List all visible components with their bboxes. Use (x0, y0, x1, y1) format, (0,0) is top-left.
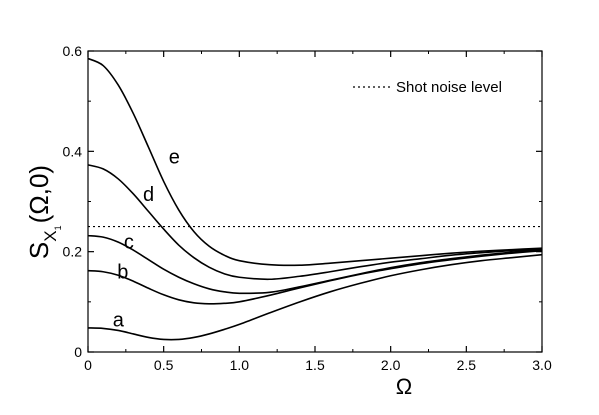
y-axis-title-args: (Ω,0) (24, 165, 54, 223)
legend-text: Shot noise level (396, 79, 502, 96)
series-label-a: a (113, 309, 125, 331)
series-label-b: b (117, 262, 128, 284)
series-labels: a bc de (113, 146, 180, 331)
y-axis-title-subsub: 1 (53, 225, 63, 230)
y-axis-title: SX1 (Ω,0) (24, 165, 63, 259)
x-axis-title: Ω (396, 374, 412, 399)
x-tick-label: 2.5 (457, 357, 477, 373)
svg-text:SX1(Ω,0): SX1 (Ω,0) (24, 165, 63, 259)
series-line-c (87, 234, 543, 295)
x-tick-label: 0.5 (154, 357, 174, 373)
series-label-c: c (124, 232, 134, 254)
y-tick-label: 0 (74, 344, 82, 360)
y-axis-title-main: S (24, 242, 54, 259)
legend: Shot noise level (353, 79, 502, 96)
series-label-d: d (143, 184, 154, 206)
x-tick-label: 1.5 (305, 357, 325, 373)
x-tick-label: 1.0 (230, 357, 250, 373)
y-tick-label: 0.4 (63, 143, 83, 159)
x-axis-ticks: 0 0.5 1.0 1.5 2.0 2.5 3.0 (84, 51, 552, 373)
y-axis-title-sub: X (41, 230, 60, 241)
x-tick-label: 3.0 (532, 357, 552, 373)
x-tick-label: 0 (84, 357, 92, 373)
y-tick-label: 0.2 (63, 244, 83, 260)
series-label-e: e (169, 146, 180, 168)
series-curves (87, 57, 543, 341)
series-line-d (87, 164, 543, 281)
series-line-a (87, 253, 543, 341)
y-axis-ticks: 0 0.2 0.4 0.6 (63, 43, 542, 360)
series-line-b (87, 249, 543, 305)
x-tick-label: 2.0 (381, 357, 401, 373)
y-tick-label: 0.6 (63, 43, 83, 59)
series-line-e (87, 57, 543, 267)
plot-frame (87, 50, 543, 353)
